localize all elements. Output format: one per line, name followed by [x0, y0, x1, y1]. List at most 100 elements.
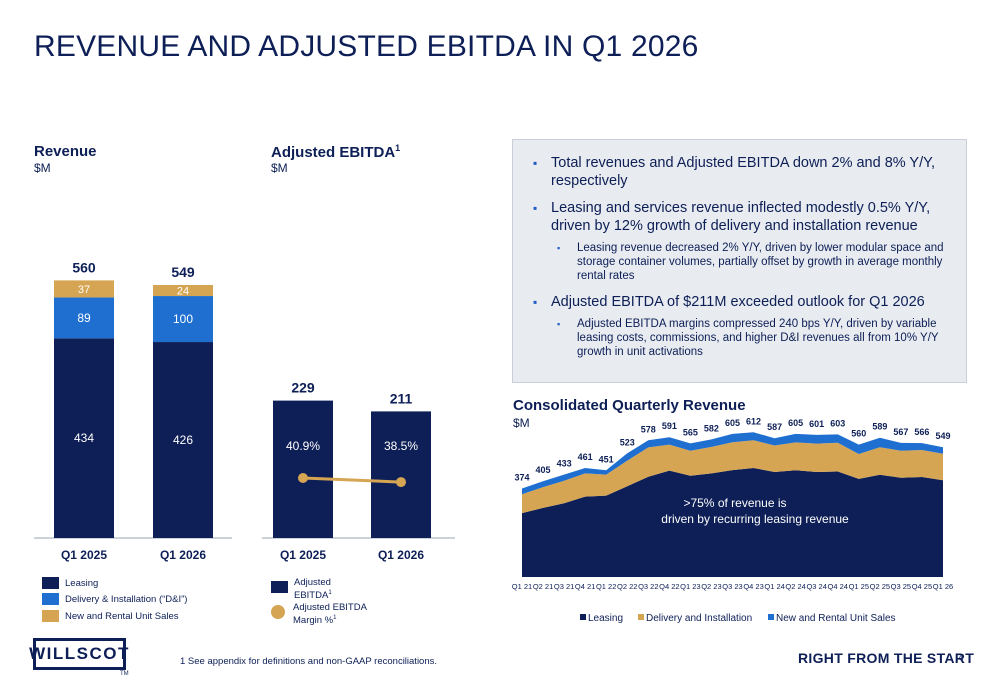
quarterly-total-label: 587 [767, 422, 782, 432]
ebitda-bar [371, 411, 431, 538]
revenue-bar-segment [54, 280, 114, 298]
quarterly-area-di [522, 440, 943, 514]
quarterly-area-leasing [522, 468, 943, 577]
page-number: 4 [958, 653, 964, 664]
revenue-data-label: 426 [173, 433, 193, 447]
revenue-bar-segment [54, 297, 114, 339]
revenue-x-tick: Q1 2026 [160, 548, 206, 562]
revenue-bar-segment [54, 338, 114, 538]
quarterly-x-tick: Q1 21 [512, 582, 532, 591]
quarterly-total-label: 591 [662, 421, 677, 431]
ebitda-margin-label: 38.5% [384, 439, 418, 453]
quarterly-total-label: 461 [578, 452, 593, 462]
quarterly-heading: Consolidated Quarterly Revenue [513, 397, 746, 414]
legend-swatch-sales [42, 610, 59, 622]
tagline: RIGHT FROM THE START [798, 650, 975, 666]
legend-item-leasing: Leasing [42, 577, 98, 589]
quarterly-x-tick: Q2 25 [870, 582, 890, 591]
quarterly-total-label: 589 [872, 422, 887, 432]
ebitda-margin-point [396, 477, 406, 488]
legend-dot-margin [271, 605, 285, 619]
quarterly-x-tick: Q2 22 [617, 582, 637, 591]
quarterly-total-label: 405 [536, 465, 551, 475]
quarterly-legend-di: Delivery and Installation [646, 613, 752, 624]
quarterly-legend-leasing: Leasing [588, 613, 623, 624]
quarterly-annotation-line1: >75% of revenue is [683, 496, 786, 510]
revenue-x-tick: Q1 2025 [61, 548, 107, 562]
ebitda-bar [273, 400, 333, 538]
quarterly-total-label: 605 [788, 418, 803, 428]
revenue-bar-segment [153, 342, 213, 538]
quarterly-legend-sales-swatch [768, 614, 774, 620]
quarterly-legend-sales: New and Rental Unit Sales [776, 613, 896, 624]
revenue-bar-segment [153, 296, 213, 343]
quarterly-x-tick: Q4 24 [828, 582, 848, 591]
quarterly-total-label: 603 [830, 418, 845, 428]
quarterly-annotation-line2: driven by recurring leasing revenue [661, 512, 849, 526]
commentary-panel: Total revenues and Adjusted EBITDA down … [512, 139, 967, 383]
quarterly-x-tick: Q4 22 [659, 582, 679, 591]
quarterly-total-label: 601 [809, 419, 824, 429]
quarterly-total-label: 433 [557, 459, 572, 469]
quarterly-x-tick: Q3 23 [722, 582, 742, 591]
quarterly-total-label: 374 [514, 473, 529, 483]
legend-swatch-di [42, 593, 59, 605]
quarterly-total-label: 567 [893, 427, 908, 437]
legend-swatch-leasing [42, 577, 59, 589]
ebitda-margin-point [298, 473, 308, 483]
quarterly-x-tick: Q2 23 [701, 582, 721, 591]
quarterly-total-label: 560 [851, 429, 866, 439]
legend-item-ebitda: Adjusted EBITDA1 [271, 577, 342, 601]
legend-item-di: Delivery & Installation (“D&I”) [42, 593, 187, 605]
revenue-data-label: 37 [78, 284, 90, 296]
quarterly-total-label: 612 [746, 416, 761, 426]
quarterly-x-tick: Q3 25 [891, 582, 911, 591]
ebitda-x-tick: Q1 2026 [378, 548, 424, 562]
bullet-revenue: Total revenues and Adjusted EBITDA down … [533, 154, 950, 190]
revenue-data-label: 100 [173, 312, 193, 326]
ebitda-total-label: 229 [291, 380, 315, 396]
quarterly-total-label: 566 [914, 427, 929, 437]
revenue-total-label: 560 [72, 259, 96, 275]
quarterly-total-label: 565 [683, 427, 698, 437]
ebitda-heading: Adjusted EBITDA1 [271, 143, 401, 161]
quarterly-x-tick: Q3 21 [554, 582, 574, 591]
subbullet-leasing: Leasing revenue decreased 2% Y/Y, driven… [533, 241, 950, 283]
quarterly-x-tick: Q2 24 [785, 582, 805, 591]
quarterly-x-tick: Q1 22 [596, 582, 616, 591]
quarterly-x-tick: Q1 24 [764, 582, 784, 591]
quarterly-legend-leasing-swatch [580, 614, 586, 620]
logo-trademark: TM [120, 671, 129, 677]
willscot-logo: WILLSCOT [29, 638, 128, 670]
ebitda-total-label: 211 [390, 390, 413, 406]
quarterly-x-tick: Q3 22 [638, 582, 658, 591]
bullet-ebitda: Adjusted EBITDA of $211M exceeded outloo… [533, 293, 950, 311]
legend-item-sales: New and Rental Unit Sales [42, 610, 179, 622]
footnote: 1 See appendix for definitions and non-G… [180, 656, 438, 667]
revenue-data-label: 434 [74, 431, 94, 445]
bullet-leasing-services: Leasing and services revenue inflected m… [533, 199, 950, 235]
subbullet-margins: Adjusted EBITDA margins compressed 240 b… [533, 317, 950, 359]
revenue-total-label: 549 [171, 264, 195, 280]
quarterly-x-tick: Q1 26 [933, 582, 953, 591]
quarterly-x-tick: Q4 21 [575, 582, 595, 591]
quarterly-x-tick: Q2 21 [533, 582, 553, 591]
ebitda-x-tick: Q1 2025 [280, 548, 326, 562]
revenue-data-label: 89 [77, 311, 91, 325]
revenue-data-label: 24 [177, 286, 189, 298]
quarterly-x-tick: Q3 24 [806, 582, 826, 591]
quarterly-x-tick: Q4 25 [912, 582, 932, 591]
ebitda-unit: $M [271, 161, 288, 175]
ebitda-margin-label: 40.9% [286, 439, 320, 453]
quarterly-total-label: 578 [641, 424, 656, 434]
quarterly-x-tick: Q4 23 [743, 582, 763, 591]
revenue-unit: $M [34, 161, 51, 175]
quarterly-total-label: 523 [620, 437, 635, 447]
quarterly-x-tick: Q1 23 [680, 582, 700, 591]
quarterly-unit: $M [513, 416, 530, 430]
quarterly-total-label: 605 [725, 418, 740, 428]
quarterly-total-label: 451 [599, 454, 614, 464]
ebitda-margin-line [302, 476, 402, 484]
revenue-bar-segment [153, 285, 213, 297]
